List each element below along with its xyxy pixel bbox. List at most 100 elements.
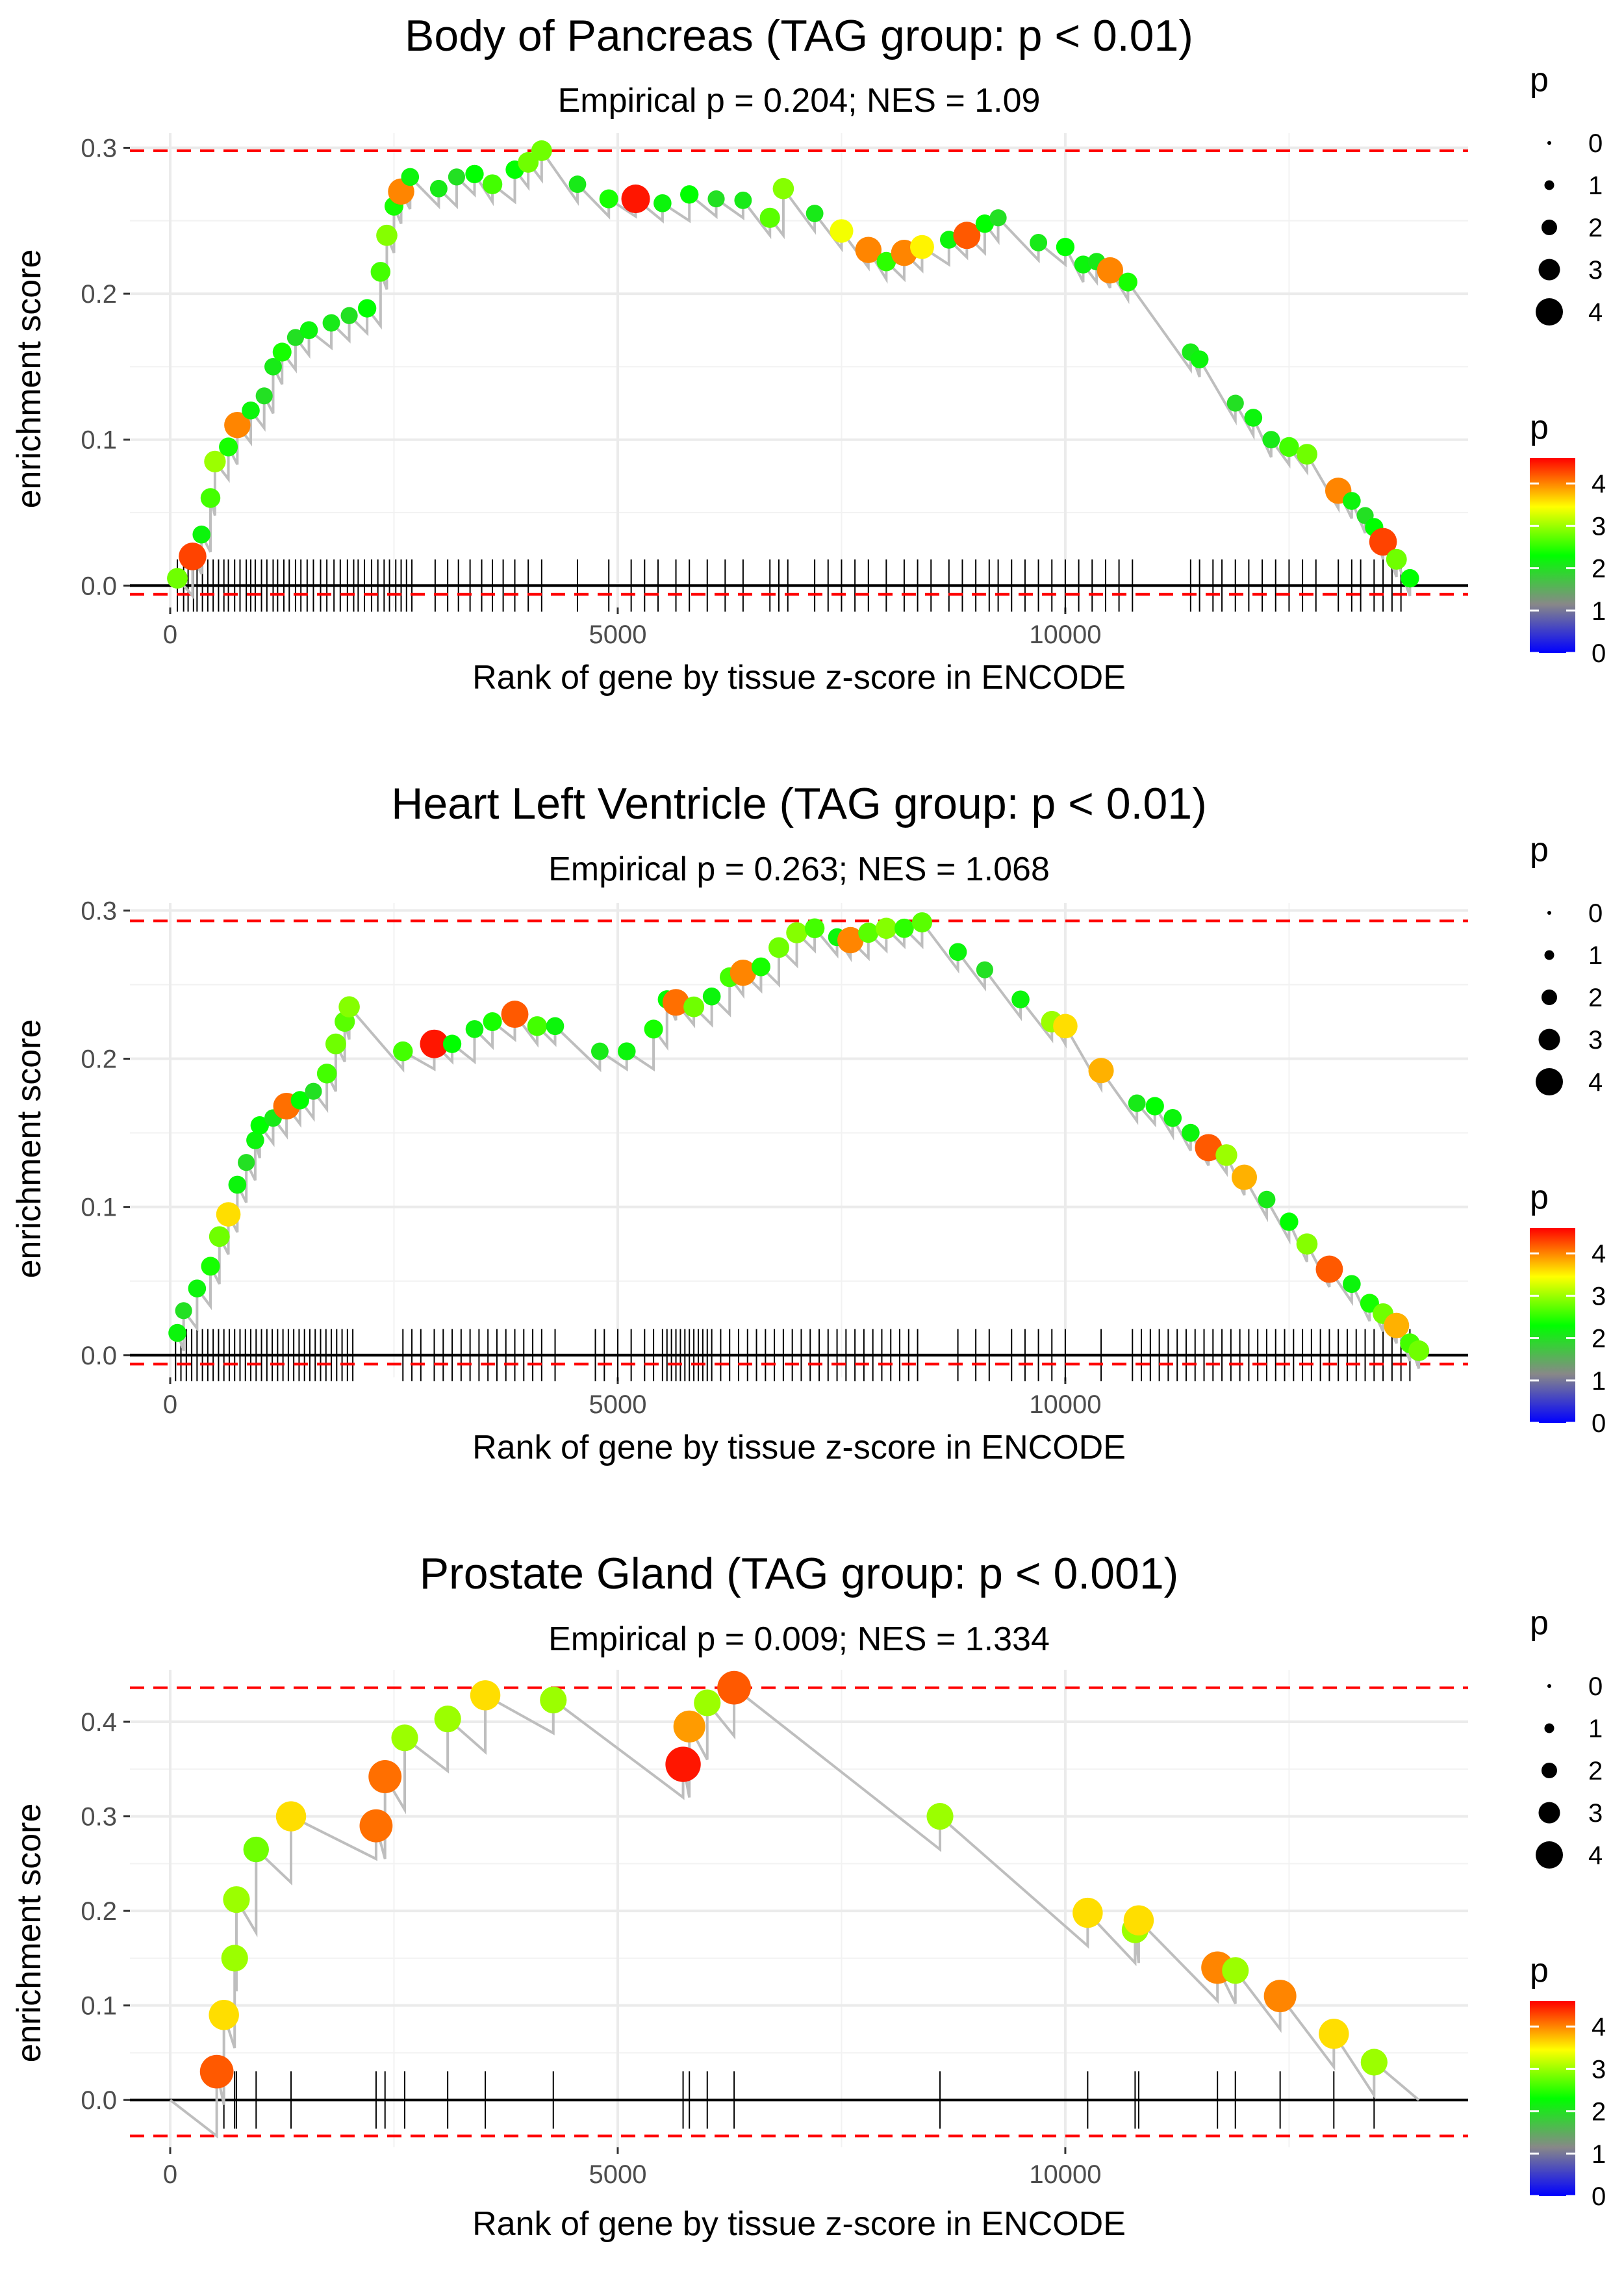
size-legend-key: [1538, 259, 1560, 281]
color-legend-label: 3: [1592, 512, 1606, 541]
data-point: [242, 401, 260, 420]
x-tick-label: 5000: [589, 1390, 646, 1419]
data-point: [673, 1710, 705, 1743]
data-point: [804, 918, 825, 939]
color-legend-label: 2: [1592, 555, 1606, 583]
data-point: [305, 1082, 322, 1100]
data-point: [1190, 350, 1209, 368]
data-point: [653, 194, 672, 212]
size-legend-label: 4: [1588, 298, 1603, 327]
size-legend-key: [1542, 990, 1557, 1005]
panel-2: Heart Left Ventricle (TAG group: p < 0.0…: [10, 779, 1606, 1466]
data-point: [209, 1226, 230, 1247]
chart-subtitle: Empirical p = 0.263; NES = 1.068: [548, 850, 1050, 888]
running-sum-line: [176, 146, 1412, 600]
data-point: [1226, 394, 1244, 412]
data-point: [858, 923, 879, 943]
color-legend-label: 0: [1592, 2182, 1606, 2211]
data-point: [1297, 444, 1317, 465]
data-point: [264, 357, 282, 376]
data-point: [599, 189, 618, 209]
y-axis-label: enrichment score: [10, 1019, 48, 1279]
data-point: [989, 209, 1007, 227]
data-point: [540, 1686, 567, 1714]
data-point: [751, 957, 770, 977]
plot-area: 0.0 0.1 0.2 0.3 0.4 0 5000 10000: [81, 1670, 1468, 2189]
x-axis-label: Rank of gene by tissue z-score in ENCODE: [472, 2205, 1126, 2243]
y-tick-label: 0.1: [81, 1194, 117, 1222]
data-point: [246, 1131, 264, 1149]
data-point: [179, 543, 207, 570]
data-point: [768, 937, 789, 958]
color-bar: [1530, 458, 1575, 653]
size-legend-title: p: [1530, 1604, 1549, 1642]
data-point: [1244, 409, 1263, 427]
y-tick-label: 0.0: [81, 2086, 117, 2115]
data-point: [391, 1724, 418, 1752]
data-point: [910, 235, 934, 259]
data-point: [482, 174, 503, 194]
data-point: [1258, 1190, 1276, 1208]
data-point: [1215, 1144, 1237, 1166]
data-point: [199, 2054, 234, 2089]
data-point: [1222, 1957, 1249, 1984]
data-point: [665, 1746, 701, 1782]
data-point: [694, 1689, 721, 1717]
size-legend-label: 3: [1588, 256, 1603, 285]
chart-title: Prostate Gland (TAG group: p < 0.001): [420, 1549, 1179, 1598]
data-point: [1118, 272, 1137, 292]
data-point: [1343, 1275, 1361, 1294]
data-point: [442, 1034, 462, 1053]
data-point: [1343, 492, 1361, 510]
data-point: [1319, 2019, 1349, 2049]
x-tick-label: 10000: [1029, 620, 1101, 649]
data-point: [209, 2000, 239, 2030]
data-point: [243, 1836, 269, 1863]
y-tick-label: 0.0: [81, 1342, 117, 1370]
data-point: [1074, 255, 1093, 274]
data-point: [590, 1042, 609, 1060]
x-tick-label: 10000: [1029, 1390, 1101, 1419]
color-legend-label: 3: [1592, 2055, 1606, 2084]
data-point: [368, 1760, 402, 1793]
data-point: [216, 1202, 241, 1227]
data-point: [1296, 1233, 1318, 1255]
data-point: [926, 1803, 954, 1830]
data-point: [1408, 1340, 1430, 1361]
plot-area: 0.0 0.1 0.2 0.3 0 5000 10000: [81, 133, 1468, 649]
data-point: [707, 190, 725, 208]
size-legend-label: 0: [1588, 899, 1603, 928]
data-point: [1279, 437, 1299, 457]
size-legend-key: [1544, 1723, 1554, 1733]
data-point: [876, 917, 897, 939]
size-legend-key: [1542, 220, 1557, 235]
size-legend-key: [1544, 950, 1554, 960]
data-point: [976, 961, 994, 978]
color-legend-label: 2: [1592, 2098, 1606, 2127]
y-tick-label: 0.2: [81, 280, 117, 309]
color-legend-title: p: [1530, 1952, 1549, 1989]
data-point: [1163, 1108, 1182, 1127]
data-point: [786, 922, 807, 943]
data-point: [621, 185, 650, 214]
data-point: [1386, 548, 1407, 570]
data-point: [1088, 1058, 1114, 1084]
data-point: [1011, 990, 1030, 1009]
y-tick-label: 0.4: [81, 1708, 117, 1737]
size-legend-label: 3: [1588, 1799, 1603, 1828]
data-point: [1262, 431, 1280, 449]
data-point: [518, 151, 539, 173]
color-legend-label: 0: [1592, 639, 1606, 668]
legend: p 0 1 2 3 4 p 4 3 2 1 0: [1530, 61, 1606, 668]
data-point: [299, 321, 318, 340]
data-point: [876, 251, 896, 272]
data-point: [401, 168, 420, 186]
data-point: [338, 996, 360, 1017]
data-point: [568, 175, 587, 194]
data-point: [501, 1001, 529, 1028]
data-point: [546, 1017, 565, 1036]
data-point: [702, 987, 721, 1006]
data-point: [1128, 1094, 1146, 1112]
color-legend-title: p: [1530, 1179, 1549, 1216]
data-point: [734, 191, 752, 209]
